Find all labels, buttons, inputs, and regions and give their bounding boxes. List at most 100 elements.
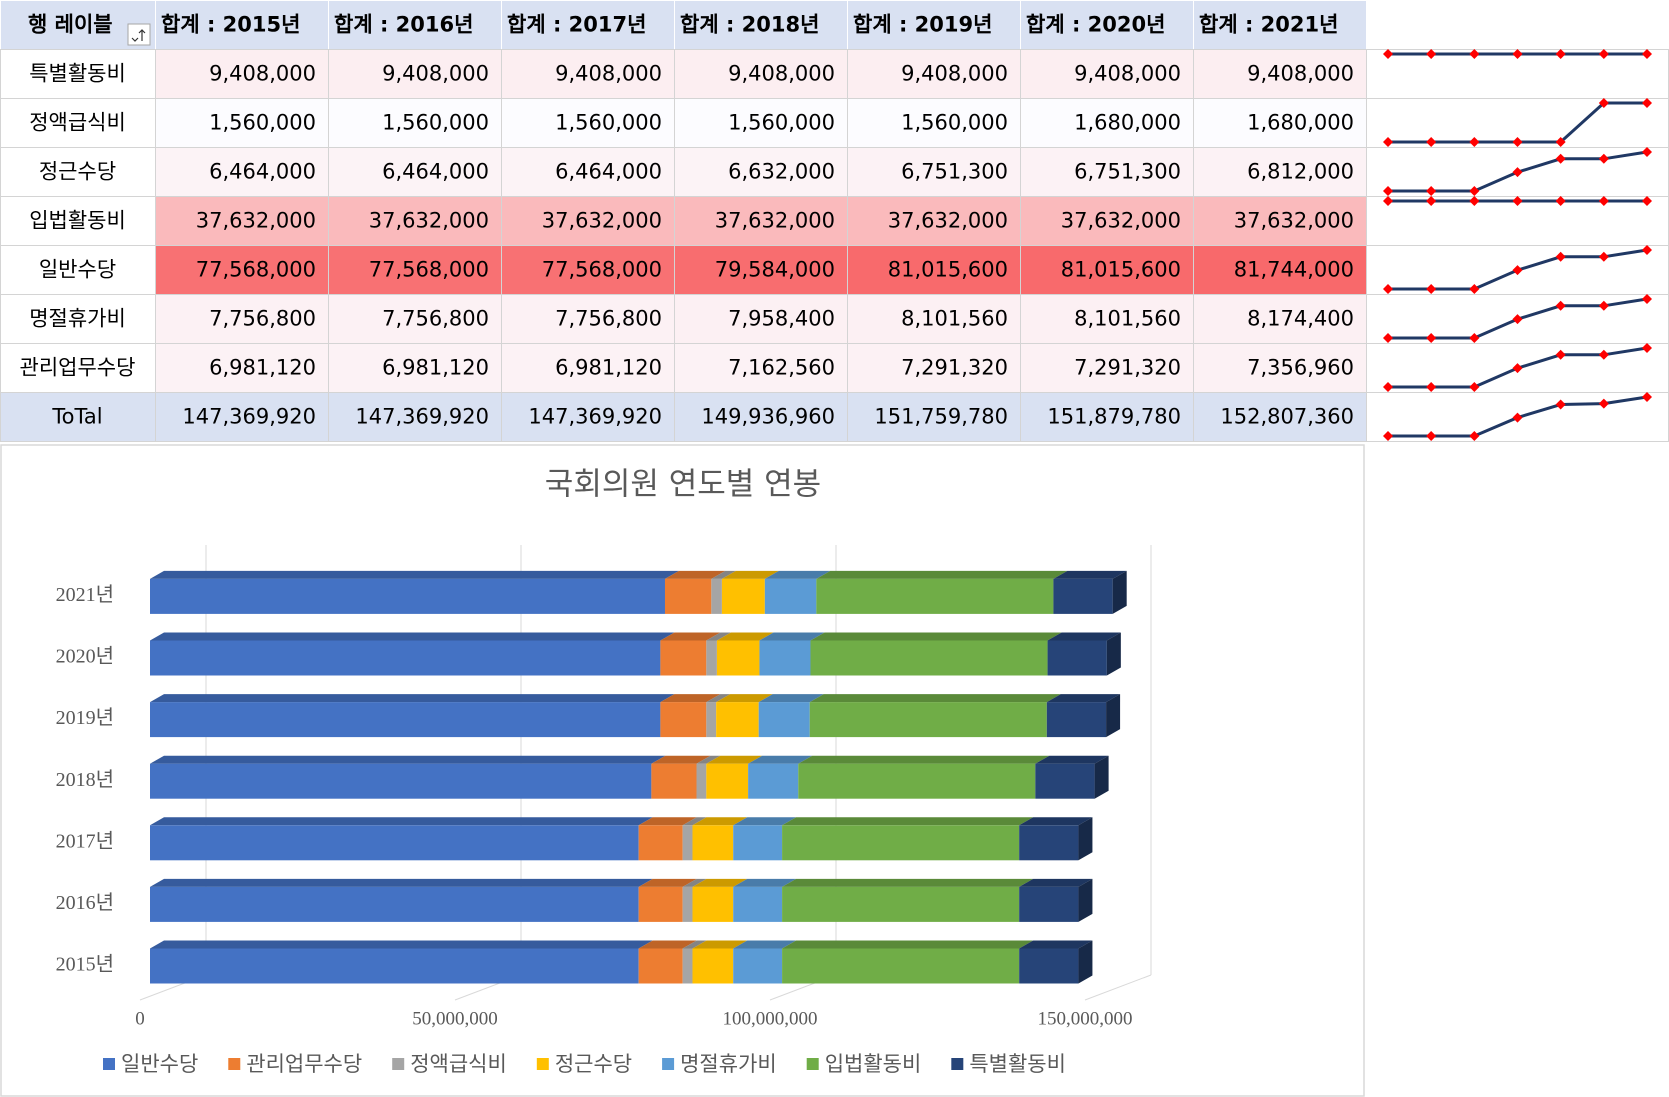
value-cell — [674, 147, 848, 197]
cell-value: 152,807,360 — [1220, 405, 1354, 429]
bar-segment — [782, 886, 1020, 922]
bar-top-face — [660, 694, 721, 703]
cell-value: 7,756,800 — [555, 307, 662, 331]
bar-segment — [150, 702, 661, 738]
bar-segment — [1047, 640, 1107, 676]
bar-top-face — [798, 755, 1050, 764]
cell-value: 9,408,000 — [382, 62, 489, 86]
row-label: 일반수당 — [39, 258, 116, 282]
value-cell — [674, 196, 848, 246]
bar-segment — [798, 763, 1036, 799]
legend-label: 관리업무수당 — [246, 1052, 362, 1076]
value-cell — [674, 294, 848, 344]
sparkline-marker — [1383, 431, 1393, 441]
value-cell — [1020, 49, 1194, 99]
value-cell — [501, 49, 675, 99]
bar-segment — [638, 886, 683, 922]
sparkline-marker — [1598, 251, 1609, 262]
value-cell — [1020, 343, 1194, 393]
bar-segment — [748, 763, 799, 799]
sparkline-marker — [1383, 284, 1393, 294]
cell-value: 9,408,000 — [555, 62, 662, 86]
cell-value: 7,356,960 — [1247, 356, 1354, 380]
value-cell — [155, 294, 329, 344]
value-cell — [847, 196, 1021, 246]
cell-value: 81,015,600 — [888, 258, 1008, 282]
value-cell — [847, 245, 1021, 295]
cell-value: 9,408,000 — [728, 62, 835, 86]
y-tick-label: 2015년 — [56, 953, 114, 976]
cell-value: 151,879,780 — [1047, 405, 1181, 429]
sparkline-marker — [1642, 98, 1652, 108]
value-cell — [328, 147, 502, 197]
bar-top-face — [150, 694, 675, 703]
cell-value: 6,812,000 — [1247, 160, 1354, 184]
bar-top-face — [758, 694, 824, 703]
bar-segment — [716, 702, 759, 738]
cell-value: 151,759,780 — [874, 405, 1008, 429]
cell-value: 147,369,920 — [528, 405, 662, 429]
bar-top-face — [1019, 940, 1093, 949]
value-cell — [328, 245, 502, 295]
row-label-cell — [0, 147, 156, 197]
value-cell — [674, 392, 848, 442]
row-label-cell — [0, 343, 156, 393]
value-cell — [501, 294, 675, 344]
bar-segment — [733, 948, 783, 984]
sparkline-marker — [1512, 265, 1523, 276]
filter-button[interactable] — [127, 23, 151, 46]
cell-value: 37,632,000 — [542, 209, 662, 233]
x-tick-label: 100,000,000 — [723, 1008, 818, 1029]
bar-top-face — [748, 755, 813, 764]
header-label: 합계 : 2021년 — [1199, 13, 1338, 37]
bar-top-face — [809, 694, 1061, 703]
bar-top-face — [638, 940, 697, 949]
row-label-cell — [0, 49, 156, 99]
bar-top-face — [664, 570, 726, 579]
sparkline-marker — [1469, 196, 1480, 206]
bar-segment — [1019, 948, 1079, 984]
cell-value: 1,560,000 — [209, 111, 316, 135]
sparkline-marker — [1642, 392, 1652, 402]
header-label: 합계 : 2016년 — [334, 13, 473, 37]
bar-top-face — [692, 878, 748, 887]
legend-label: 일반수당 — [121, 1052, 198, 1076]
cell-value: 6,751,300 — [901, 160, 1008, 184]
sparkline-marker — [1512, 363, 1523, 374]
sparkline-marker — [1426, 284, 1437, 294]
row-label-cell — [0, 392, 156, 442]
value-cell — [847, 343, 1021, 393]
bar-top-face — [150, 940, 653, 949]
sparkline-marker — [1469, 284, 1480, 294]
legend-swatch — [951, 1058, 964, 1070]
value-cell — [501, 343, 675, 393]
bar-top-face — [716, 694, 773, 703]
sparkline-marker — [1426, 382, 1437, 392]
value-cell — [155, 245, 329, 295]
sparkline-marker — [1555, 349, 1566, 360]
bar-top-face — [1046, 694, 1121, 703]
value-cell — [328, 196, 502, 246]
bar-segment — [696, 763, 707, 799]
y-tick-label: 2019년 — [56, 706, 114, 729]
bar-top-face — [682, 817, 707, 826]
row-label: 특별활동비 — [29, 62, 126, 86]
bar-top-face — [682, 878, 707, 887]
cell-value: 7,291,320 — [901, 356, 1008, 380]
legend-swatch — [392, 1058, 405, 1070]
sparkline-marker — [1512, 49, 1523, 59]
cell-value: 7,756,800 — [209, 307, 316, 331]
sparkline-marker — [1426, 186, 1437, 196]
cell-value: 79,584,000 — [715, 258, 835, 282]
cell-value: 37,632,000 — [888, 209, 1008, 233]
cell-value: 1,560,000 — [555, 111, 662, 135]
bar-top-face — [782, 940, 1034, 949]
sparkline-marker — [1426, 49, 1437, 59]
row-label: 명절휴가비 — [29, 307, 126, 331]
cell-value: 6,981,120 — [382, 356, 489, 380]
cell-value: 6,751,300 — [1074, 160, 1181, 184]
grid-floor-line — [1084, 974, 1152, 1001]
bar-top-face — [150, 570, 679, 579]
sparkline-marker — [1598, 49, 1609, 59]
sparkline-marker — [1426, 333, 1437, 343]
